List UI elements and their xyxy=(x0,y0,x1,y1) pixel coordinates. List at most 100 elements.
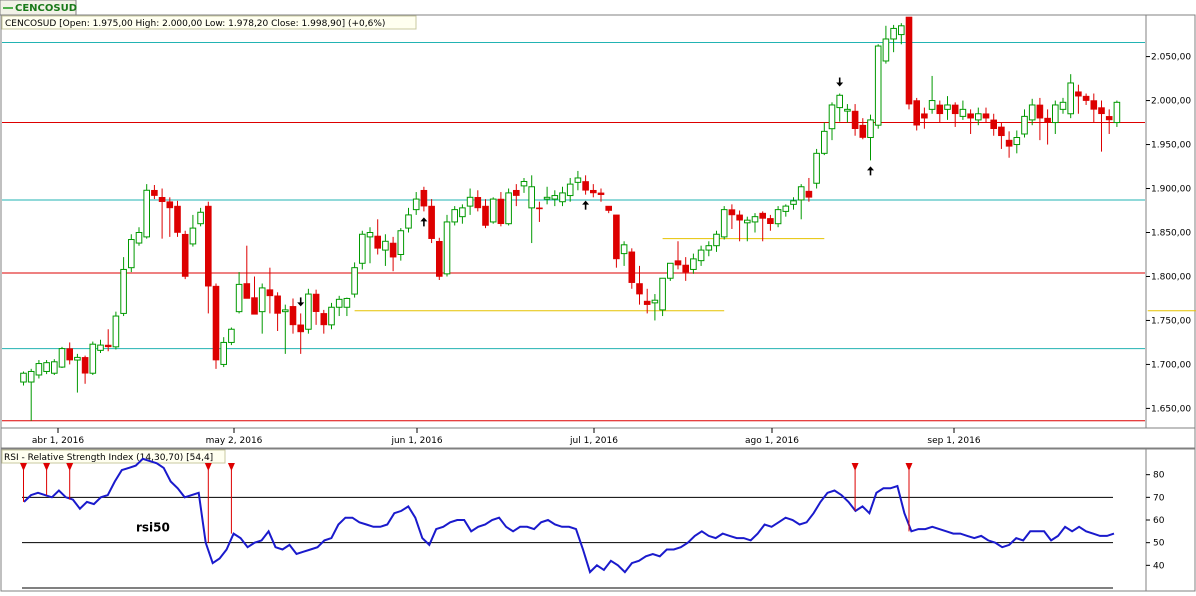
candle-body xyxy=(1005,139,1013,147)
rsi-signal-marker-icon xyxy=(227,463,235,534)
candle-body xyxy=(274,295,281,314)
rsi-axis-panel xyxy=(1145,448,1196,592)
rsi-tick-label: 60 xyxy=(1153,516,1165,526)
candle-body xyxy=(104,344,112,348)
candle-body xyxy=(697,249,705,262)
candle-body xyxy=(813,152,820,184)
candle-body xyxy=(898,25,905,36)
candle-body xyxy=(797,186,805,201)
candle-body xyxy=(112,315,120,348)
candle-body xyxy=(451,209,458,223)
candle-body xyxy=(674,260,682,266)
price-axis-panel xyxy=(1145,14,1196,429)
candle-body xyxy=(489,198,497,223)
candle-body xyxy=(1075,91,1082,97)
candle-body xyxy=(43,362,50,372)
candle-body xyxy=(928,100,936,110)
date-tick-label: may 2, 2016 xyxy=(206,436,263,446)
rsi-signal-head xyxy=(227,463,235,471)
rsi-signal-head xyxy=(851,463,859,471)
rsi-signal-head xyxy=(905,463,913,471)
candle-body xyxy=(821,130,828,154)
candle-body xyxy=(636,283,643,295)
rsi-panel xyxy=(0,448,1147,592)
candle-body xyxy=(212,285,220,361)
date-tick-label: ago 1, 2016 xyxy=(745,436,799,446)
candle-body xyxy=(990,119,998,130)
candle-body xyxy=(466,196,474,207)
rsi-y-axis: 80 70 60 50 40 xyxy=(1146,471,1165,571)
candle-body xyxy=(605,205,613,211)
date-tick-label: jun 1, 2016 xyxy=(390,436,442,446)
arrow-head xyxy=(297,302,305,307)
candle-body xyxy=(905,16,913,105)
candle-body xyxy=(959,108,967,117)
arrow-up-icon xyxy=(867,166,874,176)
arrow-down-icon xyxy=(836,77,844,87)
candle-body xyxy=(528,186,536,209)
candle-body xyxy=(420,189,428,207)
candle-body xyxy=(713,233,720,247)
candle-body xyxy=(258,287,266,313)
candle-body xyxy=(328,306,335,326)
candle-body xyxy=(1028,104,1036,121)
candle-body xyxy=(1021,115,1028,135)
arrow-head xyxy=(867,166,874,171)
candle-body xyxy=(120,268,127,314)
arrow-head xyxy=(420,217,428,222)
candle-body xyxy=(975,113,982,121)
candle-body xyxy=(497,198,505,224)
candle-body xyxy=(412,198,420,211)
candle-body xyxy=(1013,137,1021,146)
candle-body xyxy=(482,205,489,226)
candle-body xyxy=(397,230,405,255)
candle-body xyxy=(851,110,859,130)
candle-body xyxy=(751,216,759,223)
date-tick-label: sep 1, 2016 xyxy=(927,436,980,446)
candle-body xyxy=(74,356,81,361)
candle-body xyxy=(582,181,589,191)
rsi-annotation-label: rsi50 xyxy=(136,521,170,535)
candle-body xyxy=(359,233,366,264)
candle-body xyxy=(1105,116,1113,121)
candle-body xyxy=(335,298,343,308)
rsi-signal-marker-icon xyxy=(66,463,74,500)
arrow-head xyxy=(582,200,590,205)
candle-body xyxy=(428,205,435,239)
candle-body xyxy=(289,306,297,326)
date-tick-label: jul 1, 2016 xyxy=(569,436,618,446)
candle-body xyxy=(759,212,767,219)
candle-body xyxy=(58,348,66,368)
rsi-tick-label: 50 xyxy=(1153,539,1165,549)
rsi-signal-head xyxy=(43,463,51,471)
candle-body xyxy=(936,104,944,115)
candle-body xyxy=(512,189,520,196)
candle-body xyxy=(1090,100,1098,110)
candle-body xyxy=(435,240,443,277)
candle-body xyxy=(20,372,27,383)
candle-body xyxy=(805,190,813,198)
price-tick-label: 1.800,00 xyxy=(1151,272,1191,282)
candle-body xyxy=(559,192,566,203)
price-info-box xyxy=(1,15,417,30)
price-tick-label: 1.700,00 xyxy=(1151,360,1191,370)
candle-body xyxy=(890,27,897,40)
candle-body xyxy=(135,231,143,244)
candle-body xyxy=(197,211,204,225)
chart-tab[interactable]: CENCOSUD xyxy=(0,0,77,16)
rsi-signal-head xyxy=(20,463,27,471)
price-info-text: CENCOSUD [Open: 1.975,00 High: 2.000,00 … xyxy=(5,19,385,29)
candle-body xyxy=(520,180,528,187)
candle-body xyxy=(720,209,728,238)
price-tick-label: 1.850,00 xyxy=(1151,228,1191,238)
candle-body xyxy=(505,192,512,225)
candle-body xyxy=(405,214,412,229)
candle-body xyxy=(844,108,851,112)
candle-body xyxy=(1098,107,1105,115)
candle-body xyxy=(282,309,289,313)
candle-body xyxy=(1036,104,1044,119)
candle-body xyxy=(166,201,174,209)
rsi-signal-marker-icon xyxy=(204,463,212,543)
